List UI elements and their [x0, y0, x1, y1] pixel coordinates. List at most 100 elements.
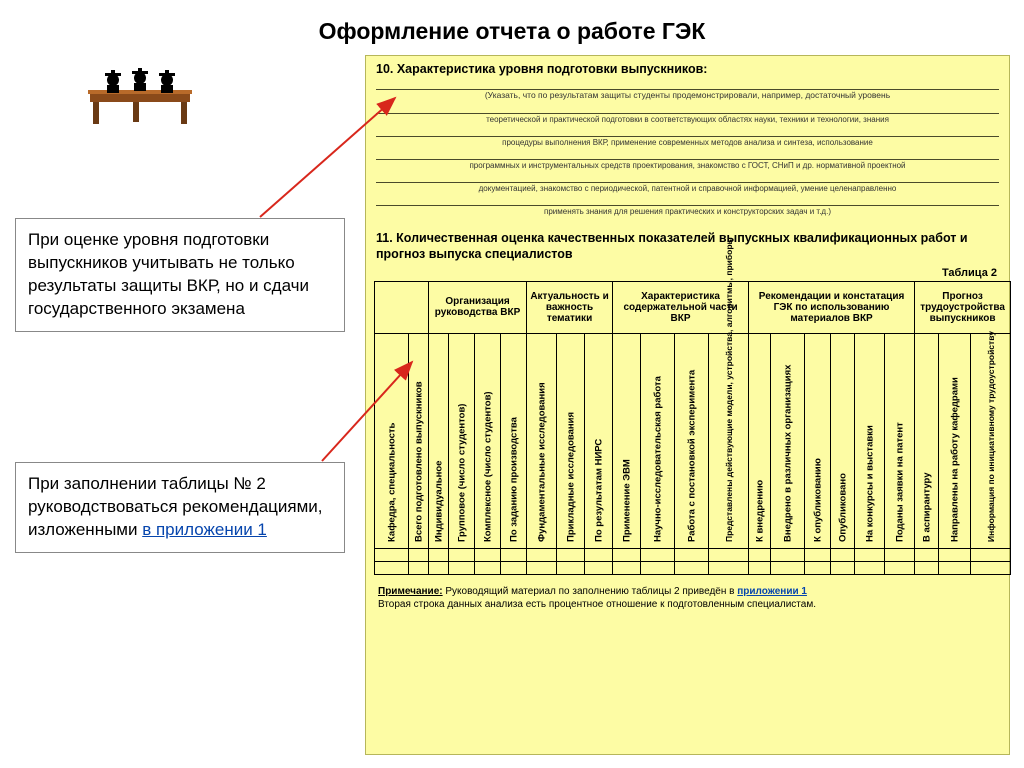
col-header-text: Информация по инициативному трудоустройс…: [986, 337, 996, 542]
note-2: При заполнении таблицы № 2 руководствова…: [15, 462, 345, 553]
table-cell: [527, 561, 557, 574]
col-header-text: Кафедра, специальность: [386, 337, 397, 542]
table-cell: [585, 548, 613, 561]
underline-row: процедуры выполнения ВКР, применение сов…: [376, 125, 999, 137]
col-header: Индивидуальное: [429, 333, 449, 548]
table-cell: [501, 561, 527, 574]
table-cell: [557, 548, 585, 561]
col-header: Информация по инициативному трудоустройс…: [971, 333, 1011, 548]
table-cell: [915, 548, 939, 561]
col-header-text: Опубликовано: [837, 337, 848, 542]
table-cell: [749, 548, 771, 561]
underline-text: теоретической и практической подготовки …: [376, 115, 999, 124]
table-cell: [527, 548, 557, 561]
col-header: В аспирантуру: [915, 333, 939, 548]
note-2-link[interactable]: в приложении 1: [142, 520, 267, 539]
col-header: Работа с постановкой эксперимента: [675, 333, 709, 548]
table-cell: [557, 561, 585, 574]
col-header: Направлены на работу кафедрами: [939, 333, 971, 548]
table-cell: [501, 548, 527, 561]
group-header: Рекомендации и констатация ГЭК по исполь…: [749, 281, 915, 333]
sec10-title: 10. Характеристика уровня подготовки вып…: [366, 56, 1009, 78]
col-header: На конкурсы и выставки: [855, 333, 885, 548]
col-header-text: Всего подготовлено выпускников: [413, 337, 424, 542]
col-header-text: По результатам НИРС: [593, 337, 604, 542]
table-cell: [805, 548, 831, 561]
group-header: Актуальность и важность тематики: [527, 281, 613, 333]
table-cell: [675, 548, 709, 561]
col-header-text: Применение ЭВМ: [621, 337, 632, 542]
col-header-text: К внедрению: [754, 337, 765, 542]
underline-row: теоретической и практической подготовки …: [376, 102, 999, 114]
table-row: [375, 548, 1011, 561]
table-cell: [885, 561, 915, 574]
note-1: При оценке уровня подготовки выпускников…: [15, 218, 345, 332]
underline-row: программных и инструментальных средств п…: [376, 148, 999, 160]
col-header-text: На конкурсы и выставки: [864, 337, 875, 542]
col-header: Всего подготовлено выпускников: [409, 333, 429, 548]
table-label: Таблица 2: [366, 265, 1009, 281]
table-cell: [855, 548, 885, 561]
col-header: Внедрено в различных организациях: [771, 333, 805, 548]
table-cell: [641, 561, 675, 574]
col-header: Комплексное (число студентов): [475, 333, 501, 548]
col-header-text: Работа с постановкой эксперимента: [686, 337, 697, 542]
table-cell: [855, 561, 885, 574]
table-cell: [375, 561, 409, 574]
underline-text: применять знания для решения практически…: [376, 207, 999, 216]
table-cell: [939, 548, 971, 561]
table-cell: [915, 561, 939, 574]
col-header: Научно-исследовательская работа: [641, 333, 675, 548]
col-header: Фундаментальные исследования: [527, 333, 557, 548]
table-cell: [749, 561, 771, 574]
col-header-text: Направлены на работу кафедрами: [949, 337, 960, 542]
underline-row: документацией, знакомство с периодическо…: [376, 171, 999, 183]
underline-text: программных и инструментальных средств п…: [376, 161, 999, 170]
col-header-text: Научно-исследовательская работа: [652, 337, 663, 542]
col-header: Кафедра, специальность: [375, 333, 409, 548]
col-header-text: По заданию производства: [508, 337, 519, 542]
group-header-blank: [375, 281, 429, 333]
table-2: Организация руководства ВКРАктуальность …: [374, 281, 1011, 575]
col-header: Опубликовано: [831, 333, 855, 548]
col-header-text: Индивидуальное: [433, 337, 444, 542]
col-header: По заданию производства: [501, 333, 527, 548]
footnote: Примечание: Руководящий материал по запо…: [366, 575, 1009, 616]
table-cell: [585, 561, 613, 574]
table-cell: [771, 561, 805, 574]
table-cell: [409, 548, 429, 561]
col-header: По результатам НИРС: [585, 333, 613, 548]
desk-icon: [85, 60, 195, 130]
table-cell: [449, 548, 475, 561]
col-header: Представлены действующие модели, устройс…: [709, 333, 749, 548]
sec10-hint: (Указать, что по результатам защиты студ…: [366, 90, 1009, 100]
underline-text: процедуры выполнения ВКР, применение сов…: [376, 138, 999, 147]
table-cell: [709, 548, 749, 561]
col-header-text: Поданы заявки на патент: [894, 337, 905, 542]
table-cell: [885, 548, 915, 561]
table-cell: [613, 561, 641, 574]
col-header-text: К опубликованию: [812, 337, 823, 542]
table-cell: [831, 561, 855, 574]
underline-text: документацией, знакомство с периодическо…: [376, 184, 999, 193]
col-header-text: Групповое (число студентов): [456, 337, 467, 542]
table-cell: [375, 548, 409, 561]
col-header-text: Комплексное (число студентов): [482, 337, 493, 542]
table-cell: [641, 548, 675, 561]
sec10-lines: теоретической и практической подготовки …: [366, 102, 1009, 217]
page-title: Оформление отчета о работе ГЭК: [0, 18, 1024, 45]
group-header: Организация руководства ВКР: [429, 281, 527, 333]
col-header-text: Внедрено в различных организациях: [782, 337, 793, 542]
col-header-text: Фундаментальные исследования: [536, 337, 547, 542]
col-header: Применение ЭВМ: [613, 333, 641, 548]
footnote-link[interactable]: приложении 1: [737, 586, 807, 597]
footnote-text: Руководящий материал по заполнению табли…: [443, 586, 738, 597]
table-cell: [675, 561, 709, 574]
table-cell: [409, 561, 429, 574]
underline: [376, 80, 999, 90]
col-header-text: Прикладные исследования: [565, 337, 576, 542]
footnote-text-2: Вторая строка данных анализа есть процен…: [378, 599, 816, 610]
table-cell: [429, 548, 449, 561]
table-cell: [475, 548, 501, 561]
table-cell: [613, 548, 641, 561]
